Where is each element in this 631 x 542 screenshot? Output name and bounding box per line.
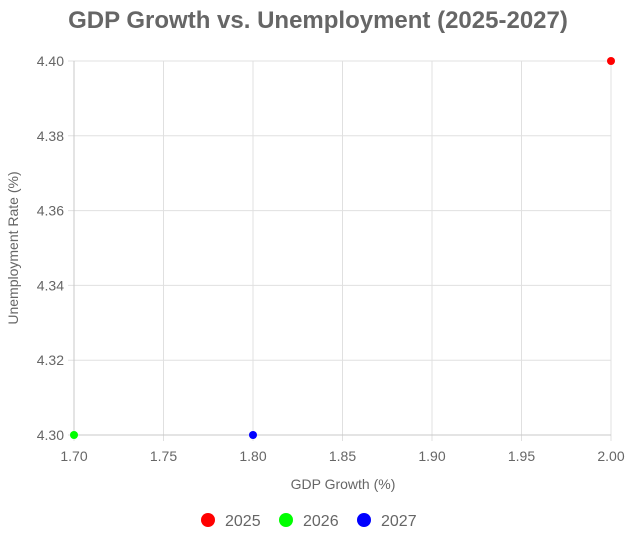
- data-point-2026: [70, 431, 78, 439]
- y-tick-label: 4.34: [37, 277, 64, 293]
- legend-swatch: [201, 513, 215, 527]
- legend-swatch: [357, 513, 371, 527]
- x-tick-label: 2.00: [597, 448, 624, 464]
- x-tick-label: 1.85: [329, 448, 356, 464]
- x-tick-label: 1.70: [60, 448, 87, 464]
- legend-label: 2025: [225, 513, 261, 530]
- y-tick-label: 4.32: [37, 352, 64, 368]
- legend-item-2025[interactable]: 2025: [201, 513, 261, 530]
- x-axis-ticks: 1.70 1.75 1.80 1.85 1.90 1.95 2.00: [60, 448, 624, 464]
- legend-item-2026[interactable]: 2026: [279, 513, 339, 530]
- axes: [73, 61, 611, 436]
- legend-item-2027[interactable]: 2027: [357, 513, 417, 530]
- data-point-2027: [249, 431, 257, 439]
- x-tick-label: 1.75: [150, 448, 177, 464]
- x-tick-label: 1.80: [239, 448, 266, 464]
- x-tick-label: 1.90: [418, 448, 445, 464]
- legend: 2025 2026 2027: [201, 513, 417, 530]
- x-axis-title: GDP Growth (%): [291, 476, 396, 492]
- legend-label: 2027: [381, 513, 417, 530]
- y-tick-label: 4.40: [37, 53, 64, 69]
- y-axis-ticks: 4.30 4.32 4.34 4.36 4.38 4.40: [37, 53, 64, 443]
- grid: [68, 60, 612, 441]
- x-tick-label: 1.95: [508, 448, 535, 464]
- chart-title: GDP Growth vs. Unemployment (2025-2027): [68, 7, 568, 34]
- y-tick-label: 4.38: [37, 128, 64, 144]
- y-axis-title: Unemployment Rate (%): [5, 171, 21, 324]
- legend-swatch: [279, 513, 293, 527]
- data-points: [70, 57, 615, 439]
- data-point-2025: [607, 57, 615, 65]
- y-tick-label: 4.30: [37, 427, 64, 443]
- y-tick-label: 4.36: [37, 203, 64, 219]
- legend-label: 2026: [303, 513, 339, 530]
